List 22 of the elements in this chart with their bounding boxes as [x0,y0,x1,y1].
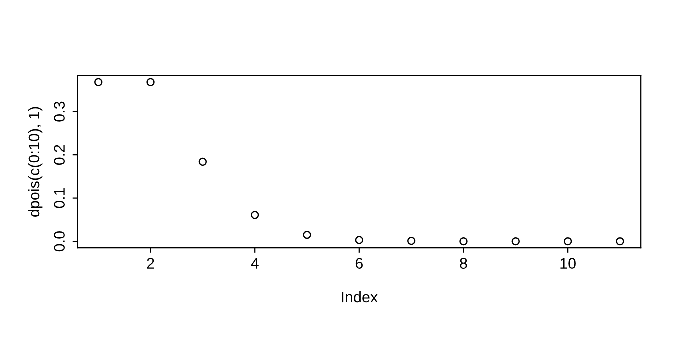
x-tick-label: 4 [251,258,259,269]
point [355,236,364,244]
point [512,237,520,246]
x-tick-label: 6 [356,258,363,269]
y-tick-label: 0.1 [54,188,66,208]
x-tick-label: 8 [460,258,468,269]
point [460,237,468,246]
x-axis-title: Index [342,291,378,303]
point [146,78,155,86]
point [616,237,624,246]
x-tick-label: 10 [560,258,576,269]
point [407,237,416,246]
x-tick-label: 2 [147,258,154,269]
y-tick-label: 0.0 [54,232,66,252]
point [303,230,312,240]
point [94,78,103,86]
point [250,211,260,220]
y-axis-title: dpois(c(0:10), 1) [28,107,43,217]
y-tick-label: 0.3 [54,102,66,122]
point [198,158,208,166]
y-tick-label: 0.2 [54,145,66,166]
point [564,237,572,246]
